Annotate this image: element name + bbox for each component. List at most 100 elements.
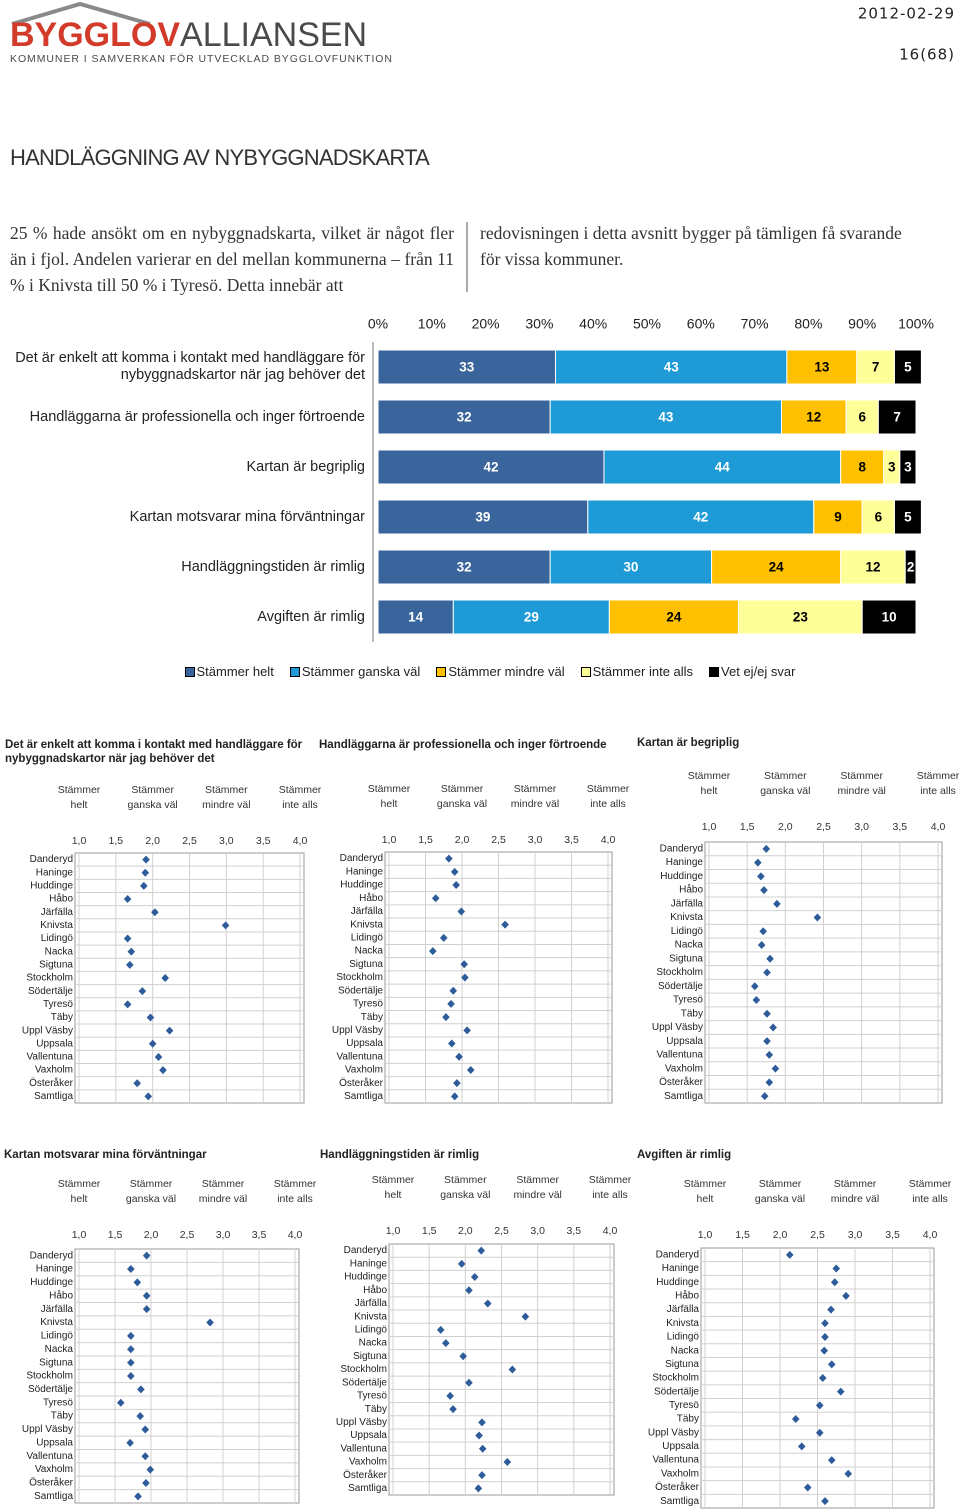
dot-marker	[769, 1023, 777, 1032]
bar-segment	[813, 499, 863, 535]
category-label: Tyresö	[673, 995, 703, 1006]
x-tick-label: 1,0	[72, 835, 87, 847]
category-label: Nacka	[671, 1345, 700, 1356]
panel-title: Handläggarna är professionella och inger…	[319, 739, 607, 751]
data-label: 8	[858, 460, 866, 475]
category-label: Täby	[361, 1012, 383, 1023]
dot-marker	[142, 1251, 151, 1260]
bar-segment	[899, 449, 917, 485]
category-label: Lidingö	[41, 1331, 74, 1342]
category-label: Vallentuna	[26, 1052, 73, 1063]
dot-marker	[126, 1438, 134, 1447]
data-label: 33	[459, 360, 475, 375]
category-label: Håbo	[49, 1289, 73, 1301]
dot-marker	[827, 1456, 836, 1465]
dot-marker	[457, 1259, 466, 1268]
x-tick-label: 2,0	[778, 821, 793, 833]
x-tick-label: 1,5	[418, 834, 433, 846]
column-label: Stämmer mindre väl	[198, 1178, 248, 1205]
category-label: Samtliga	[34, 1491, 73, 1502]
category-label: Huddinge	[344, 1272, 387, 1283]
category-label: Avgiften är rimlig	[257, 608, 365, 625]
x-tick-label: 1,5	[422, 1225, 437, 1237]
legend-label: Stämmer mindre väl	[448, 664, 565, 679]
bar-segment	[861, 499, 895, 535]
dot-marker	[765, 1050, 774, 1059]
dot-marker	[757, 872, 765, 881]
data-label: 39	[475, 510, 490, 525]
dot-marker	[508, 1365, 517, 1374]
category-label: Lidingö	[41, 933, 74, 944]
bar-segment	[549, 399, 782, 435]
dot-marker	[763, 1009, 771, 1018]
dot-marker	[146, 1013, 155, 1022]
bar-segment	[603, 449, 842, 485]
dot-marker	[445, 854, 453, 863]
legend-item: Stämmer mindre väl	[436, 664, 565, 679]
dot-marker	[431, 894, 440, 903]
category-label: Knivsta	[350, 919, 383, 930]
category-label: Tyresö	[669, 1400, 699, 1411]
dot-marker	[141, 1425, 150, 1434]
category-label: Knivsta	[40, 920, 73, 931]
category-label: Uppsala	[662, 1441, 699, 1452]
category-label: Haninge	[350, 1258, 388, 1269]
dot-marker	[766, 954, 774, 963]
category-label: Järfälla	[355, 1298, 388, 1309]
x-tick-label: 2,5	[494, 1225, 509, 1237]
category-label: Haninge	[36, 1264, 74, 1275]
category-label: Stockholm	[340, 1364, 387, 1375]
category-label: Södertälje	[28, 1384, 73, 1395]
dot-marker	[760, 886, 768, 895]
category-label: Österåker	[339, 1077, 384, 1089]
legend-label: Stämmer ganska väl	[301, 664, 421, 679]
paragraph: 25 % hade ansökt om en nybyggnadskarta, …	[10, 223, 454, 295]
data-label: 3	[904, 460, 912, 475]
data-label: 10	[882, 610, 897, 625]
paragraph: redovisningen i detta avsnitt bygger på …	[480, 223, 902, 269]
dot-marker	[146, 1465, 155, 1474]
x-tick-label: 90%	[848, 316, 876, 332]
dot-marker	[803, 1483, 812, 1492]
data-label: 24	[666, 610, 682, 625]
x-tick-label: 2,5	[810, 1229, 825, 1241]
dot-marker	[478, 1471, 486, 1480]
dot-marker	[127, 1265, 135, 1274]
category-label: Danderyd	[344, 1245, 387, 1256]
category-label: Södertälje	[342, 1377, 387, 1388]
bar-segment	[608, 599, 739, 635]
dot-marker	[123, 1000, 132, 1009]
dot-marker	[127, 947, 136, 956]
dot-marker	[439, 933, 448, 942]
column-label: Stämmer ganska väl	[440, 1174, 491, 1201]
category-label: Stockholm	[26, 1371, 73, 1382]
category-label: Nacka	[45, 946, 74, 957]
dot-marker	[447, 999, 455, 1008]
column-label: Stämmer ganska väl	[760, 770, 811, 797]
dot-marker	[447, 1039, 456, 1048]
category-label: Österåker	[655, 1481, 700, 1493]
column-label: Stämmer helt	[57, 784, 101, 811]
dot-marker	[773, 899, 781, 908]
column-label: Stämmer inte alls	[273, 1178, 317, 1205]
x-tick-label: 1,5	[740, 821, 755, 833]
bar-segment	[840, 449, 885, 485]
category-label: Håbo	[679, 884, 703, 896]
category-label: Nacka	[675, 940, 704, 951]
dot-marker	[449, 986, 458, 995]
dot-marker	[842, 1291, 850, 1300]
dot-marker	[165, 1026, 174, 1035]
logo-tagline: KOMMUNER I SAMVERKAN FÖR UTVECKLAD BYGGL…	[10, 53, 392, 65]
column-label: Stämmer mindre väl	[837, 770, 886, 797]
column-label: Stämmer inte alls	[916, 770, 960, 797]
category-label: Vallentuna	[656, 1050, 703, 1061]
dot-marker	[478, 1418, 486, 1427]
category-label: Haninge	[346, 866, 384, 877]
category-label: Vallentuna	[652, 1455, 699, 1466]
x-tick-label: 1,5	[735, 1229, 750, 1241]
category-label: Handläggningstiden är rimlig	[181, 558, 365, 575]
legend-swatch	[709, 667, 720, 677]
dot-marker	[763, 968, 771, 977]
x-tick-label: 2,5	[816, 821, 831, 833]
dot-marker	[144, 1092, 153, 1101]
